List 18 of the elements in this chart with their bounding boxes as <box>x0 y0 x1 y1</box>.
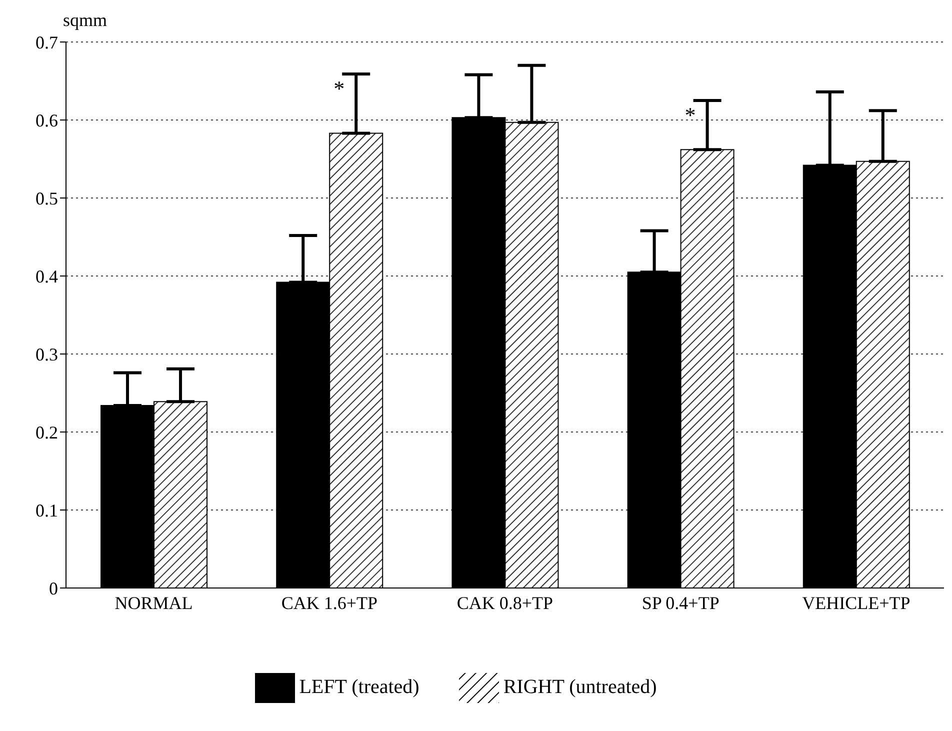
y-axis-title: sqmm <box>63 10 108 31</box>
y-tick-label: 0.7 <box>36 32 58 52</box>
y-tick-label: 0.1 <box>36 500 58 520</box>
legend-label: RIGHT (untreated) <box>503 676 657 698</box>
x-tick-label: NORMAL <box>114 592 193 613</box>
y-tick-label: 0.3 <box>36 344 58 364</box>
x-tick-label: CAK 1.6+TP <box>281 592 378 613</box>
data-label: * <box>334 76 345 101</box>
y-tick-label: 0 <box>49 578 58 598</box>
y-tick-label: 0.4 <box>36 266 58 286</box>
x-tick-label: CAK 0.8+TP <box>456 592 554 613</box>
x-tick-label: SP 0.4+TP <box>642 592 720 613</box>
y-tick-label: 0.6 <box>36 110 58 130</box>
y-tick-label: 0.5 <box>36 188 58 208</box>
x-tick-label: VEHICLE+TP <box>802 592 910 613</box>
y-tick-label: 0.2 <box>36 422 58 442</box>
legend-label: LEFT (treated) <box>299 676 420 698</box>
data-label: * <box>684 102 696 128</box>
